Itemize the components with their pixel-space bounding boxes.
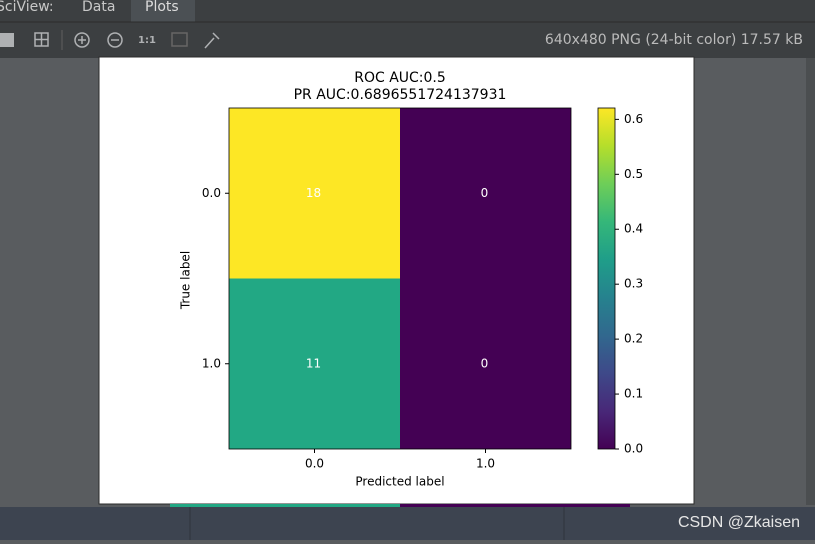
heatmap-cell bbox=[400, 108, 571, 279]
colorbar-tick-label: 0.0 bbox=[624, 442, 643, 456]
chart-subtitle: PR AUC:0.6896551724137931 bbox=[294, 87, 507, 103]
colorbar-tick-label: 0.2 bbox=[624, 332, 643, 346]
icon-picker[interactable] bbox=[204, 32, 220, 49]
icon-zoom-out[interactable] bbox=[107, 32, 123, 48]
tab-bar bbox=[0, 0, 815, 22]
plot-frame bbox=[228, 107, 572, 450]
image-info: 640x480 PNG (24-bit color) 17.57 kB bbox=[545, 32, 803, 48]
watermark: CSDN @Zkaisen bbox=[678, 514, 800, 531]
heatmap-cell bbox=[229, 108, 400, 279]
icon-checker[interactable] bbox=[0, 33, 14, 47]
colorbar-tick-label: 0.3 bbox=[624, 277, 643, 291]
colorbar-tick-label: 0.5 bbox=[624, 167, 643, 181]
cell-label: 11 bbox=[306, 356, 321, 370]
icon-zoom-in[interactable] bbox=[74, 32, 90, 48]
colorbar-tick-label: 0.1 bbox=[624, 387, 643, 401]
x-tick-label: 0.0 bbox=[305, 457, 324, 471]
toolbar bbox=[0, 22, 815, 58]
tab: SciView: bbox=[0, 0, 54, 15]
y-axis-label: True label bbox=[179, 251, 193, 310]
x-tick-label: 1.0 bbox=[476, 457, 495, 471]
y-tick-label: 0.0 bbox=[202, 186, 221, 200]
cell-label: 18 bbox=[306, 186, 321, 200]
status-bar bbox=[0, 507, 815, 540]
scrollbar bbox=[806, 58, 815, 505]
heatmap-cell bbox=[229, 278, 400, 449]
y-tick-label: 1.0 bbox=[202, 356, 221, 370]
tab[interactable]: Data bbox=[82, 0, 115, 15]
cell-label: 0 bbox=[481, 356, 489, 370]
tab[interactable]: Plots bbox=[145, 0, 179, 15]
colorbar-tick-label: 0.6 bbox=[624, 112, 643, 126]
colorbar bbox=[597, 107, 616, 450]
colorbar-tick-label: 0.4 bbox=[624, 222, 643, 236]
heatmap-cell bbox=[400, 278, 571, 449]
chart: ROC AUC:0.5 PR AUC:0.6896551724137931 Pr… bbox=[179, 70, 507, 489]
chart-title: ROC AUC:0.5 bbox=[354, 70, 446, 86]
icon-actual-size[interactable]: 1:1 bbox=[138, 35, 156, 46]
cell-label: 0 bbox=[481, 186, 489, 200]
toolbar-icons bbox=[0, 30, 220, 50]
active-tab[interactable] bbox=[131, 0, 195, 22]
next-image bbox=[170, 504, 400, 507]
icon-fit[interactable] bbox=[171, 32, 188, 47]
next-image bbox=[400, 504, 630, 507]
x-axis-label: Predicted label bbox=[355, 475, 444, 489]
